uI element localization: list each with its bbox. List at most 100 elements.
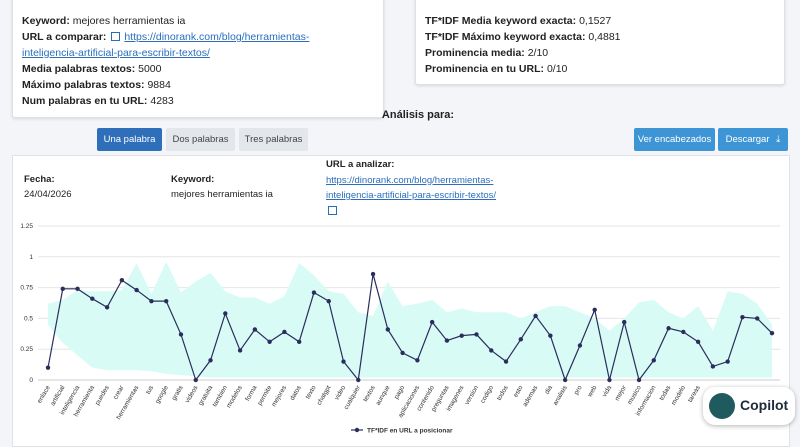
series-line — [47, 273, 773, 382]
row: Media palabras textos: 5000 — [22, 61, 383, 77]
x-tick-label: dia — [544, 384, 555, 395]
data-point — [622, 319, 627, 325]
data-point — [311, 290, 317, 295]
x-tick-label: pago — [393, 384, 406, 400]
data-point — [223, 311, 228, 316]
x-tick-label: todos — [496, 384, 510, 402]
value: mejores herramientas ia — [171, 189, 273, 200]
row: Prominencia en tu URL: 0/10 — [425, 61, 784, 77]
legend-label: TF*IDF en URL a posicionar — [367, 428, 453, 435]
data-point — [562, 377, 568, 383]
data-point — [193, 377, 198, 383]
x-tick-label: forma — [244, 384, 259, 402]
copilot-label: Copilot — [740, 397, 789, 413]
label: URL a comparar: — [22, 31, 107, 43]
x-tick-label: aunque — [375, 384, 392, 407]
data-point — [474, 332, 479, 337]
tab[interactable]: Tres palabras — [239, 128, 308, 151]
copilot-icon — [709, 393, 735, 419]
x-tick-label: gratis — [171, 384, 185, 402]
data-point — [149, 298, 154, 304]
x-tick-label: puedes — [94, 384, 111, 407]
x-tick-label: pro — [573, 384, 584, 396]
y-tick-label: 0.75 — [20, 285, 33, 292]
data-point — [356, 377, 361, 383]
data-point — [45, 365, 51, 370]
value: 2/10 — [527, 47, 549, 59]
button-label: Descargar — [725, 134, 770, 145]
analysis-title: Análisis para: — [381, 109, 455, 121]
page: Keyword: mejores herramientas ia URL a c… — [12, 0, 795, 447]
data-point — [533, 313, 538, 319]
x-tick-label: web — [586, 384, 599, 399]
value: 4283 — [150, 95, 174, 107]
data-point — [740, 314, 745, 320]
x-tick-label: analisis — [552, 384, 569, 407]
x-tick-label: mejores — [271, 384, 289, 408]
data-point — [104, 305, 110, 310]
value: 0,4881 — [588, 31, 621, 43]
data-point — [60, 286, 65, 292]
row: Num palabras en tu URL: 4283 — [22, 93, 383, 109]
tfidf-card: TF*IDF Media keyword exacta: 0,1527 TF*I… — [415, 0, 785, 85]
value: 0/10 — [546, 63, 568, 75]
x-tick-label: crear — [112, 384, 126, 401]
data-point — [429, 319, 435, 325]
copilot-button[interactable]: Copilot — [703, 387, 795, 425]
row: Prominencia media: 2/10 — [425, 45, 784, 61]
data-point — [503, 359, 509, 364]
data-point — [444, 338, 450, 343]
data-point — [385, 327, 391, 332]
data-point — [370, 271, 376, 277]
link[interactable]: https://dinorank.com/blog/herramientas-i… — [22, 31, 310, 59]
data-point — [755, 316, 760, 321]
data-point — [134, 287, 139, 293]
x-tick-label: esto — [512, 384, 524, 398]
x-tick-label: google — [154, 384, 170, 405]
label: Prominencia media: — [425, 47, 525, 59]
data-point — [607, 377, 612, 383]
headings-button[interactable]: Ver encabezados — [634, 128, 715, 151]
data-point — [237, 348, 243, 353]
data-point — [415, 358, 420, 363]
y-tick-label: 0.5 — [24, 315, 33, 322]
tab[interactable]: Una palabra — [97, 128, 162, 151]
data-point — [341, 359, 346, 364]
tab[interactable]: Dos palabras — [166, 128, 235, 151]
row: URL a comparar: https://dinorank.com/blo… — [22, 29, 352, 61]
data-point — [489, 348, 494, 353]
range-area — [48, 261, 772, 378]
label: TF*IDF Máximo keyword exacta: — [425, 31, 586, 43]
data-point — [459, 333, 464, 338]
value: 24/04/2026 — [24, 189, 72, 200]
data-point — [636, 377, 642, 383]
x-tick-label: mejor — [614, 384, 629, 402]
data-point — [666, 326, 671, 331]
data-point — [695, 339, 701, 345]
link[interactable]: https://dinorank.com/blog/herramientas-i… — [326, 174, 497, 202]
x-tick-label: version — [464, 384, 481, 406]
x-tick-label: datos — [289, 384, 303, 402]
value: mejores herramientas ia — [72, 15, 186, 27]
data-point — [252, 327, 258, 332]
y-tick-label: 1 — [29, 254, 33, 261]
x-tick-label: modelo — [670, 384, 687, 406]
x-tick-label: vida — [601, 384, 613, 398]
data-point — [518, 337, 524, 342]
download-button[interactable]: Descargar ⤓ — [718, 128, 788, 151]
label: URL a analizar: — [326, 159, 395, 170]
x-tick-label: chatgpt — [316, 384, 333, 406]
data-point — [681, 329, 686, 335]
label: Media palabras textos: — [22, 63, 136, 75]
data-point — [75, 286, 80, 292]
label: Num palabras en tu URL: — [22, 95, 148, 107]
x-tick-label: todas — [658, 384, 672, 402]
external-icon — [111, 32, 121, 41]
info-date: Fecha: 24/04/2026 — [24, 172, 72, 202]
info-keyword: Keyword: mejores herramientas ia — [171, 172, 273, 202]
data-point — [178, 332, 184, 337]
data-point — [119, 278, 125, 283]
x-tick-label: texto — [305, 384, 318, 400]
data-point — [326, 298, 331, 304]
row: TF*IDF Media keyword exacta: 0,1527 — [425, 13, 784, 29]
